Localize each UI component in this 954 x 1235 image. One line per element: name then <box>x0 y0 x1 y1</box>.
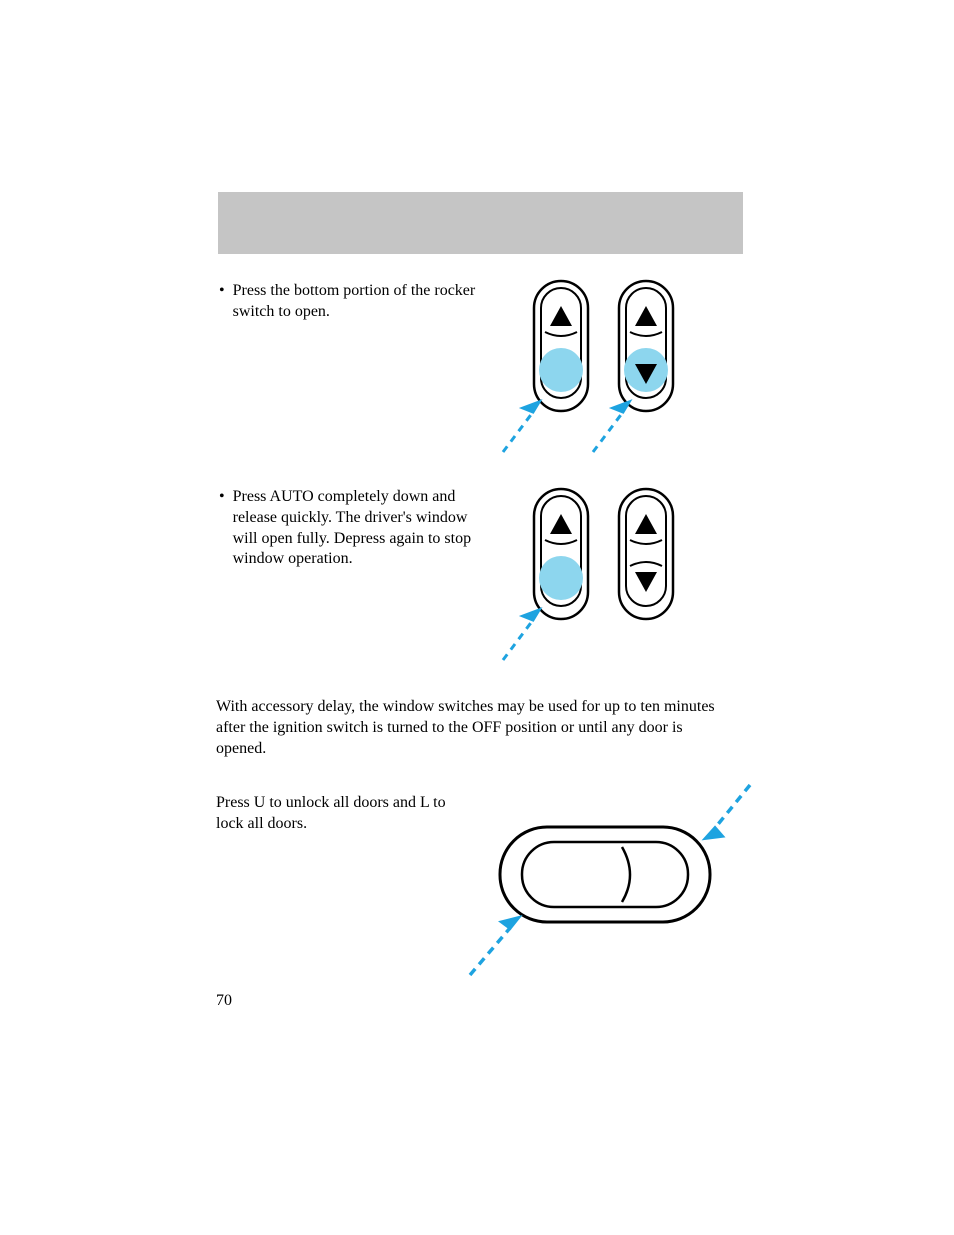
header-bar <box>218 192 743 254</box>
diagram-horizontal-rocker <box>460 780 760 980</box>
bullet-text-2: Press AUTO completely down and release q… <box>233 487 489 570</box>
bullet-marker: • <box>219 281 225 302</box>
diagram-rocker-pair-1 <box>495 274 725 469</box>
bullet-text-1: Press the bottom portion of the rocker s… <box>233 281 479 323</box>
door-lock-text: Press U to unlock all doors and L to loc… <box>216 793 476 835</box>
accessory-delay-text: With accessory delay, the window switche… <box>216 697 736 759</box>
bullet-item-2: • Press AUTO completely down and release… <box>219 487 489 570</box>
bullet-item-1: • Press the bottom portion of the rocker… <box>219 281 479 323</box>
bullet-marker: • <box>219 487 225 508</box>
diagram-rocker-pair-2 <box>495 482 725 677</box>
page-number: 70 <box>216 992 232 1010</box>
